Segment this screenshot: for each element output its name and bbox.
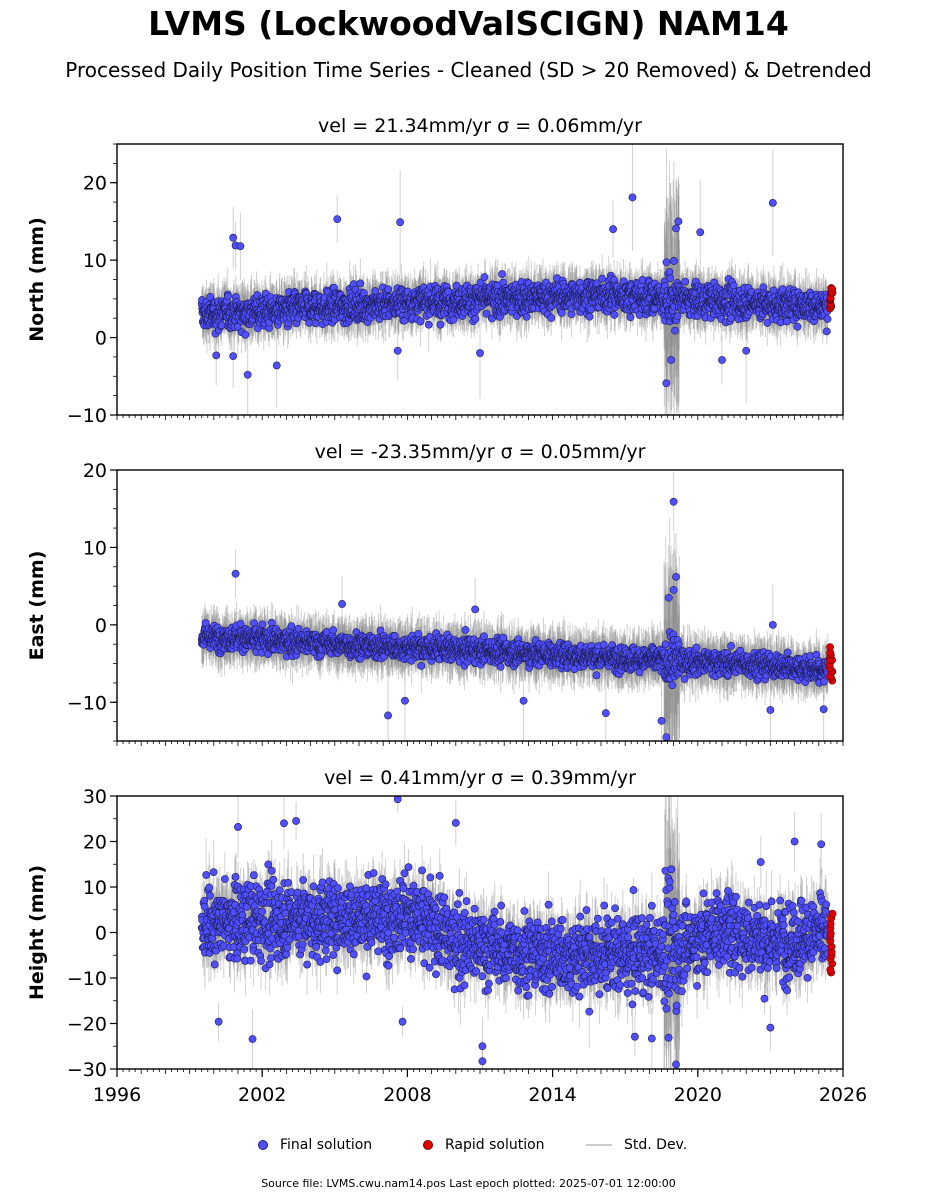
final-point <box>547 314 556 322</box>
final-point <box>272 361 281 370</box>
final-point <box>557 309 566 317</box>
final-point <box>782 317 791 326</box>
final-point <box>311 319 320 328</box>
final-point <box>598 274 606 283</box>
final-point <box>396 218 405 227</box>
final-point <box>672 224 680 233</box>
final-point <box>233 323 242 331</box>
final-point <box>763 318 772 327</box>
final-point <box>229 233 238 242</box>
final-point <box>681 277 690 286</box>
final-point <box>662 258 671 267</box>
y-tick-label: 20 <box>83 173 107 195</box>
panel-title: vel = 21.34mm/yr σ = 0.06mm/yr <box>318 115 642 137</box>
final-point <box>742 346 751 355</box>
y-tick-label: −10 <box>67 405 107 427</box>
final-point <box>522 312 531 321</box>
final-point <box>471 314 480 323</box>
figure-subtitle: Processed Daily Position Time Series - C… <box>65 58 872 82</box>
data-layer <box>197 472 837 741</box>
final-point <box>236 242 245 251</box>
final-point <box>229 352 238 361</box>
final-point <box>610 311 619 319</box>
y-axis-label: North (mm) <box>26 217 48 342</box>
final-point <box>662 379 671 388</box>
final-point <box>424 320 433 329</box>
final-point <box>224 292 232 301</box>
final-point <box>243 370 252 379</box>
final-point <box>718 356 726 364</box>
final-point <box>674 217 683 226</box>
data-layer <box>197 144 837 415</box>
final-point <box>609 225 617 234</box>
final-point <box>768 198 777 207</box>
final-point <box>667 356 676 364</box>
final-point <box>333 215 342 224</box>
final-point <box>476 349 484 357</box>
final-point <box>498 270 506 278</box>
figure-title: LVMS (LockwoodValSCIGN) NAM14 <box>148 4 789 43</box>
final-point <box>650 304 659 313</box>
final-point <box>371 287 380 295</box>
final-point <box>586 305 595 314</box>
final-point <box>822 327 831 336</box>
final-point <box>384 285 392 294</box>
final-point <box>241 330 250 339</box>
final-point <box>673 312 682 321</box>
final-point <box>628 193 637 202</box>
final-point <box>217 321 226 330</box>
final-point <box>393 346 402 355</box>
final-point <box>793 322 802 331</box>
final-point <box>482 309 491 318</box>
final-point <box>212 351 221 360</box>
y-tick-label: 10 <box>83 250 107 272</box>
panel-1: −10 0 10 20 vel = 21.34mm/yr σ = 0.06mm/yr No… <box>26 115 844 427</box>
final-point <box>436 320 445 329</box>
final-point <box>696 228 705 237</box>
final-point <box>480 273 489 281</box>
final-point <box>356 279 365 288</box>
final-point <box>671 326 679 335</box>
y-tick-label: 0 <box>95 328 107 350</box>
final-point <box>670 257 678 265</box>
final-point <box>449 315 458 324</box>
final-point <box>666 274 675 283</box>
final-point <box>626 313 635 322</box>
final-point <box>823 315 832 323</box>
final-point <box>206 292 215 301</box>
final-point <box>585 312 594 321</box>
final-point <box>416 317 425 326</box>
rapid-point <box>828 285 837 294</box>
